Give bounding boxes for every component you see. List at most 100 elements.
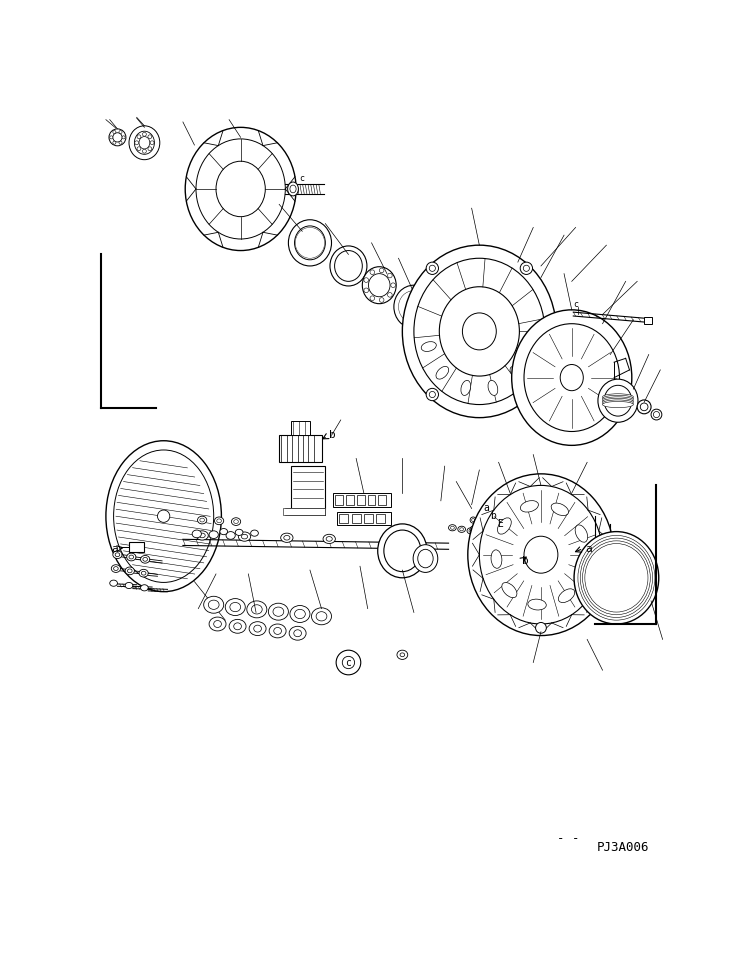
Ellipse shape bbox=[602, 400, 633, 406]
Ellipse shape bbox=[280, 533, 293, 542]
Ellipse shape bbox=[139, 137, 149, 149]
Ellipse shape bbox=[209, 531, 218, 538]
Ellipse shape bbox=[274, 627, 281, 634]
Ellipse shape bbox=[214, 620, 221, 627]
Bar bbox=[288, 509, 326, 514]
Ellipse shape bbox=[289, 626, 306, 640]
Ellipse shape bbox=[592, 550, 641, 605]
Ellipse shape bbox=[400, 292, 428, 321]
Ellipse shape bbox=[602, 394, 633, 400]
Ellipse shape bbox=[298, 231, 321, 255]
Bar bbox=[368, 495, 375, 506]
Ellipse shape bbox=[502, 583, 517, 597]
Circle shape bbox=[364, 288, 369, 292]
Circle shape bbox=[471, 537, 475, 540]
Ellipse shape bbox=[141, 571, 146, 575]
Circle shape bbox=[148, 135, 152, 139]
Ellipse shape bbox=[369, 274, 390, 297]
Ellipse shape bbox=[403, 245, 556, 418]
Ellipse shape bbox=[408, 300, 420, 314]
Ellipse shape bbox=[192, 530, 201, 538]
Ellipse shape bbox=[185, 127, 296, 251]
Ellipse shape bbox=[290, 185, 296, 193]
Circle shape bbox=[119, 141, 122, 144]
Circle shape bbox=[471, 546, 475, 549]
Ellipse shape bbox=[198, 516, 206, 524]
Circle shape bbox=[520, 388, 533, 400]
Ellipse shape bbox=[582, 539, 651, 617]
Ellipse shape bbox=[114, 566, 118, 570]
Circle shape bbox=[119, 130, 122, 133]
Circle shape bbox=[122, 136, 125, 139]
Ellipse shape bbox=[323, 535, 335, 543]
Circle shape bbox=[150, 141, 154, 145]
Ellipse shape bbox=[127, 553, 136, 561]
Circle shape bbox=[143, 150, 147, 153]
Ellipse shape bbox=[602, 399, 633, 404]
Text: c: c bbox=[346, 657, 352, 668]
Ellipse shape bbox=[273, 607, 283, 617]
Ellipse shape bbox=[112, 551, 122, 559]
Ellipse shape bbox=[575, 525, 588, 542]
Ellipse shape bbox=[524, 323, 619, 431]
Circle shape bbox=[471, 518, 475, 522]
Circle shape bbox=[370, 296, 374, 300]
Ellipse shape bbox=[111, 565, 121, 572]
Circle shape bbox=[536, 622, 546, 633]
Ellipse shape bbox=[297, 229, 323, 257]
Ellipse shape bbox=[602, 401, 633, 407]
Ellipse shape bbox=[469, 529, 473, 533]
Circle shape bbox=[112, 130, 116, 133]
Ellipse shape bbox=[604, 385, 632, 416]
Ellipse shape bbox=[269, 624, 286, 638]
Ellipse shape bbox=[580, 538, 653, 618]
Ellipse shape bbox=[582, 540, 650, 615]
Ellipse shape bbox=[316, 612, 327, 620]
Ellipse shape bbox=[404, 296, 423, 317]
Bar bbox=[129, 541, 144, 552]
Ellipse shape bbox=[125, 583, 133, 589]
Bar bbox=[286, 509, 326, 514]
Circle shape bbox=[110, 136, 112, 139]
Ellipse shape bbox=[289, 220, 332, 266]
Ellipse shape bbox=[234, 622, 241, 630]
Ellipse shape bbox=[394, 286, 434, 328]
Text: b: b bbox=[329, 430, 336, 440]
Ellipse shape bbox=[252, 605, 262, 614]
Ellipse shape bbox=[520, 501, 539, 512]
Text: E: E bbox=[497, 519, 503, 529]
Ellipse shape bbox=[467, 528, 475, 534]
Ellipse shape bbox=[230, 602, 240, 612]
Ellipse shape bbox=[196, 531, 209, 540]
Ellipse shape bbox=[602, 397, 633, 403]
Ellipse shape bbox=[249, 621, 266, 636]
Text: b: b bbox=[490, 511, 496, 521]
Circle shape bbox=[426, 388, 439, 400]
Bar bbox=[644, 317, 652, 323]
Ellipse shape bbox=[384, 530, 421, 571]
Ellipse shape bbox=[400, 653, 405, 657]
Ellipse shape bbox=[578, 536, 655, 620]
Ellipse shape bbox=[290, 605, 310, 622]
Ellipse shape bbox=[209, 600, 219, 609]
Ellipse shape bbox=[438, 310, 460, 335]
Ellipse shape bbox=[406, 298, 422, 316]
Circle shape bbox=[470, 526, 477, 533]
Bar bbox=[339, 514, 349, 523]
Bar bbox=[285, 509, 326, 514]
Ellipse shape bbox=[294, 630, 301, 637]
Circle shape bbox=[380, 268, 384, 273]
Text: - -: - - bbox=[556, 832, 579, 844]
Ellipse shape bbox=[295, 609, 306, 619]
Circle shape bbox=[158, 510, 169, 522]
Circle shape bbox=[471, 528, 475, 531]
Ellipse shape bbox=[225, 598, 245, 616]
Ellipse shape bbox=[458, 526, 465, 533]
Circle shape bbox=[137, 147, 141, 151]
Text: a: a bbox=[111, 544, 118, 554]
Ellipse shape bbox=[528, 599, 546, 610]
Ellipse shape bbox=[497, 518, 511, 535]
Bar bbox=[291, 466, 326, 509]
Ellipse shape bbox=[135, 131, 155, 154]
Ellipse shape bbox=[400, 291, 428, 322]
